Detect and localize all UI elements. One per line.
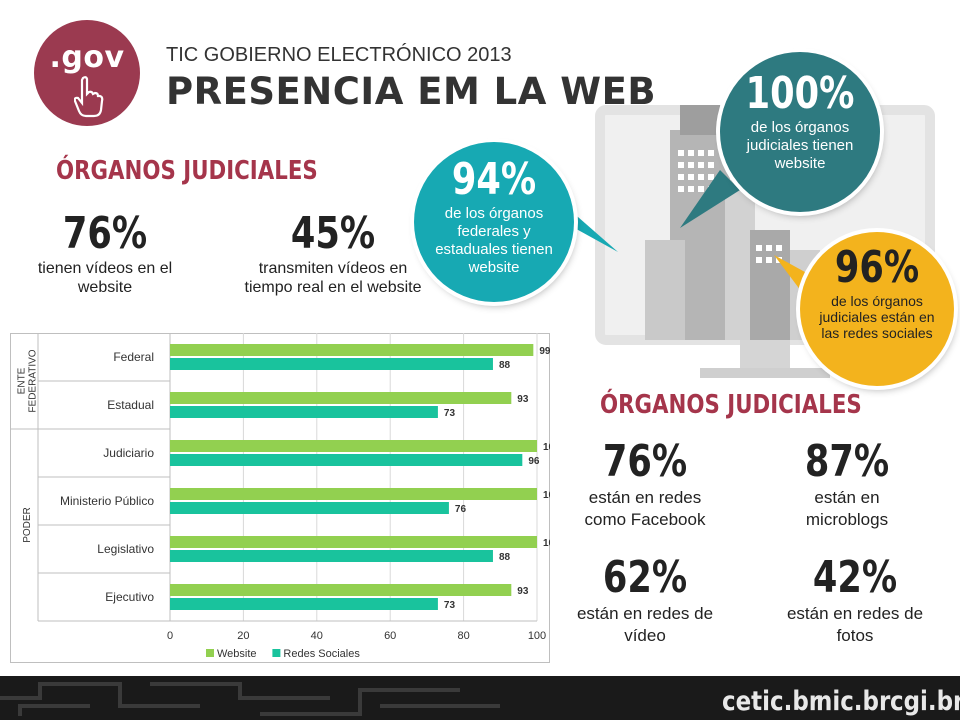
- pointing-hand-icon: [74, 76, 104, 118]
- left-stat-1-label: tienen vídeos en el website: [37, 260, 173, 296]
- legend-swatch: [272, 649, 281, 657]
- bubble-judicial-website: 100% de los órganos judiciales tienen we…: [720, 52, 880, 212]
- bar-website: [170, 584, 512, 596]
- footer-logo-nic: nic.br: [816, 686, 891, 717]
- group-label: FEDERATIVO: [28, 349, 39, 412]
- x-tick-label: 60: [384, 630, 396, 642]
- data-label: 100: [543, 538, 550, 549]
- right-stat-3-value: 62%: [602, 552, 688, 603]
- x-tick-label: 0: [167, 630, 173, 642]
- category-label: Ministerio Público: [60, 494, 154, 508]
- footer-bar: cetic.br nic.br cgi.br: [0, 676, 960, 720]
- x-tick-label: 20: [237, 630, 249, 642]
- bubble-social-label: de los órganos judiciales están en las r…: [819, 293, 935, 341]
- data-label: 76: [455, 504, 467, 515]
- right-stat-2-value: 87%: [804, 436, 890, 487]
- x-tick-label: 40: [311, 630, 323, 642]
- group-label: PODER: [22, 507, 33, 543]
- right-stat-4: 42% están en redes de fotos: [770, 552, 940, 647]
- left-stat-2-label: transmiten vídeos en tiempo real en el w…: [244, 260, 422, 296]
- legend-label: Website: [217, 648, 257, 660]
- bubble-federal-label: de los órganos federales y estaduales ti…: [435, 205, 553, 276]
- data-label: 96: [528, 456, 540, 467]
- right-stat-2: 87% están en microblogs: [762, 436, 932, 531]
- category-label: Estadual: [107, 398, 154, 412]
- data-label: 88: [499, 552, 511, 563]
- right-stat-1: 76% están en redes como Facebook: [560, 436, 730, 531]
- bar-website: [170, 440, 537, 452]
- data-label: 88: [499, 360, 511, 371]
- bubble-judicial-value: 100%: [745, 68, 855, 119]
- bar-redes-sociales: [170, 550, 493, 562]
- bubble-federal-value: 94%: [451, 154, 537, 205]
- left-section-heading: ÓRGANOS JUDICIALES: [56, 156, 318, 186]
- right-stat-3: 62% están en redes de vídeo: [560, 552, 730, 647]
- legend-swatch: [206, 649, 214, 657]
- data-label: 73: [444, 600, 456, 611]
- right-section-heading: ÓRGANOS JUDICIALES: [600, 390, 862, 420]
- gov-logo: .gov: [34, 20, 140, 126]
- data-label: 93: [517, 394, 529, 405]
- bar-chart: 0 20 40 60 80 100 Federal Estadual Judiciario Min…: [10, 333, 550, 663]
- bar-website: [170, 344, 534, 356]
- left-stat-2: 45% transmiten vídeos en tiempo real en …: [238, 208, 428, 297]
- bar-website: [170, 392, 512, 404]
- x-tick-label: 100: [528, 630, 546, 642]
- category-label: Ejecutivo: [105, 590, 154, 604]
- group-label: ENTE: [17, 367, 28, 394]
- bar-website: [170, 536, 537, 548]
- right-stat-3-label: están en redes de vídeo: [576, 604, 714, 645]
- data-label: 100: [543, 490, 550, 501]
- circuit-pattern: [0, 682, 500, 716]
- bubble-social-value: 96%: [834, 242, 920, 293]
- left-stat-1: 76% tienen vídeos en el website: [20, 208, 190, 297]
- bar-redes-sociales: [170, 598, 438, 610]
- legend-label: Redes Sociales: [283, 648, 360, 660]
- category-label: Federal: [113, 350, 154, 364]
- right-stat-4-value: 42%: [812, 552, 898, 603]
- right-stat-4-label: están en redes de fotos: [786, 604, 924, 645]
- footer-logo-cetic: cetic.br: [722, 686, 821, 717]
- logo-text: .gov: [49, 40, 125, 75]
- bar-redes-sociales: [170, 358, 493, 370]
- right-stat-1-value: 76%: [602, 436, 688, 487]
- bubble-tail-federal: [560, 210, 618, 252]
- right-stat-2-label: están en microblogs: [805, 488, 889, 529]
- data-label: 73: [444, 408, 456, 419]
- header-subtitle: TIC GOBIERNO ELECTRÓNICO 2013: [166, 44, 512, 66]
- category-label: Legislativo: [97, 542, 154, 556]
- right-stat-1-label: están en redes como Facebook: [584, 488, 706, 529]
- bubble-federal-website: 94% de los órganos federales y estaduale…: [414, 142, 574, 302]
- left-stat-1-value: 76%: [62, 208, 148, 259]
- x-tick-label: 80: [457, 630, 469, 642]
- bar-redes-sociales: [170, 454, 523, 466]
- bubble-tail-judicial: [680, 170, 740, 228]
- data-label: 93: [517, 586, 529, 597]
- footer-logo-cgi: cgi.br: [890, 686, 960, 717]
- data-label: 99: [539, 346, 550, 357]
- category-label: Judiciario: [103, 446, 154, 460]
- bar-website: [170, 488, 537, 500]
- bar-redes-sociales: [170, 406, 438, 418]
- bar-redes-sociales: [170, 502, 449, 514]
- bubble-judicial-label: de los órganos judiciales tienen website: [746, 119, 854, 172]
- left-stat-2-value: 45%: [290, 208, 376, 259]
- data-label: 100: [543, 442, 550, 453]
- page-title: PRESENCIA EM LA WEB: [166, 70, 657, 113]
- bubble-social-networks: 96% de los órganos judiciales están en l…: [800, 232, 954, 386]
